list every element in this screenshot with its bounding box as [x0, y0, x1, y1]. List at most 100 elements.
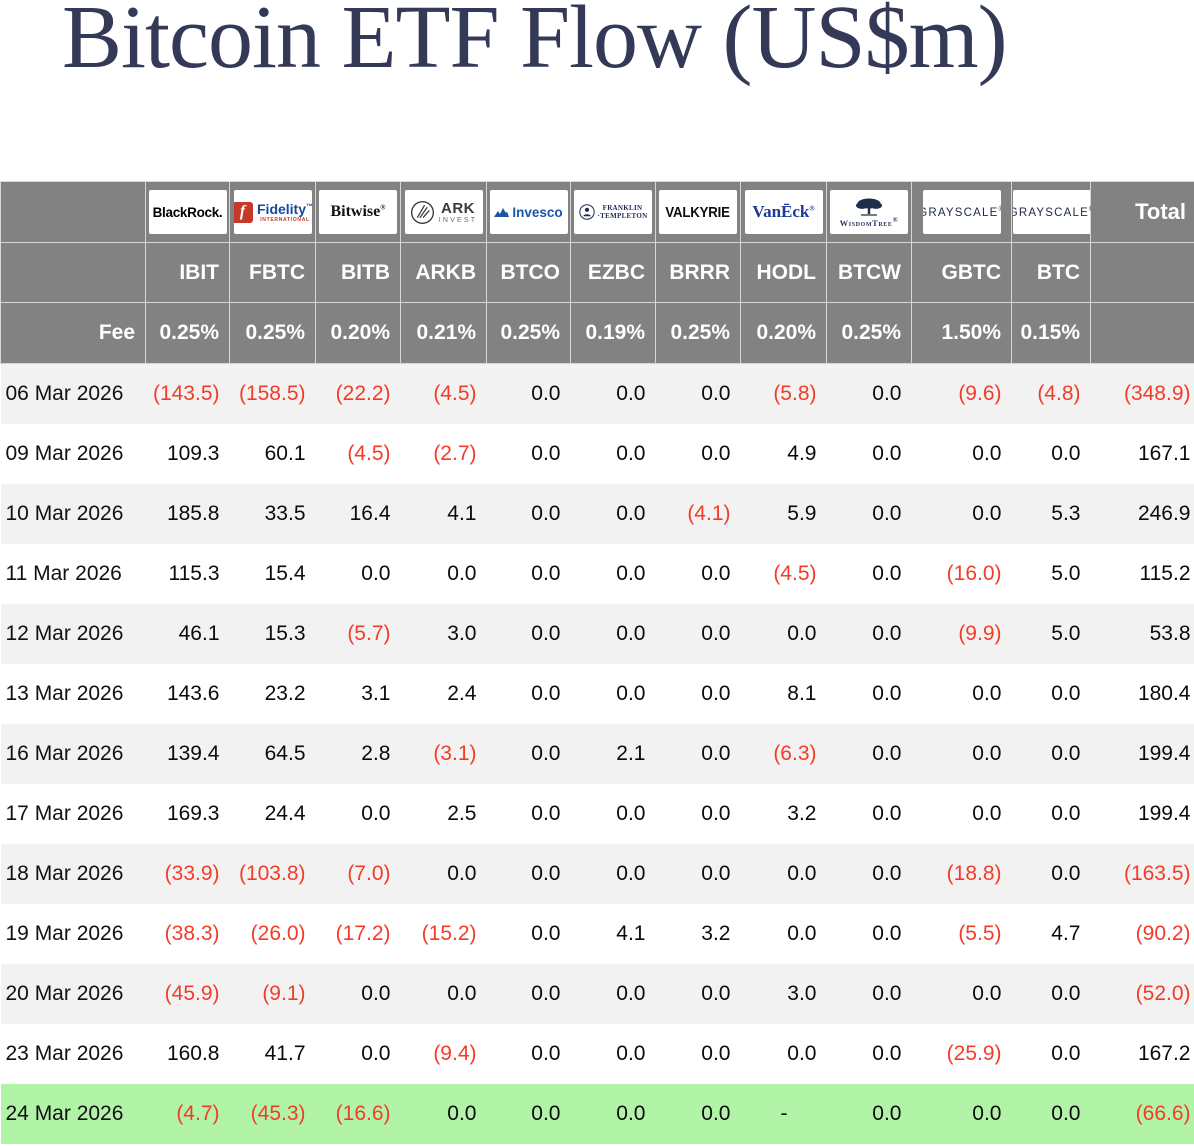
flow-value-cell: 0.0 [447, 981, 477, 1005]
wisdomtree-logo-cell: WisdomTree® [826, 181, 912, 243]
table-row: 19 Mar 2026 (38.3) (26.0) (17.2) (15.2) 0.0 4.… [1, 904, 1194, 964]
flow-value-cell: 0.0 [972, 681, 1002, 705]
flow-value-cell: 0.0 [361, 1041, 391, 1065]
total-value-cell: 53.8 [1149, 621, 1191, 645]
total-value-cell: (90.2) [1135, 921, 1191, 945]
total-value-cell: 180.4 [1137, 681, 1191, 705]
flow-value-cell: 24.4 [264, 801, 306, 825]
flow-value-cell: 0.0 [701, 801, 731, 825]
ark-invest-logo-cell: ARK INVEST [400, 181, 487, 243]
flow-value-cell: 0.0 [531, 381, 561, 405]
flow-value-cell: (5.7) [347, 621, 391, 645]
franklin-templeton-wordmark: FRANKLIN ·TEMPLETON [597, 203, 648, 220]
flow-value-cell: 0.0 [1051, 1041, 1081, 1065]
flow-value-cell: 0.0 [361, 561, 391, 585]
table-row: 11 Mar 2026 115.3 15.4 0.0 0.0 0.0 0.0 0.0 (4.5)… [1, 544, 1194, 604]
flow-value-cell: 3.1 [361, 681, 391, 705]
ticker-bitb: BITB [315, 242, 401, 303]
total-value-cell: 167.2 [1137, 1041, 1191, 1065]
flow-value-cell: 0.0 [972, 981, 1002, 1005]
date-cell: 23 Mar 2026 [5, 1041, 124, 1065]
bitwise-logo-cell: Bitwise® [315, 181, 401, 243]
total-value-cell: 167.1 [1137, 441, 1191, 465]
flow-value-cell: 0.0 [701, 1041, 731, 1065]
total-value-cell: 199.4 [1137, 801, 1191, 825]
flow-value-cell: 0.0 [787, 621, 817, 645]
flow-value-cell: 0.0 [531, 921, 561, 945]
flow-value-cell: 0.0 [872, 921, 902, 945]
franklin-templeton-logo-cell: FRANKLIN ·TEMPLETON [570, 181, 656, 243]
flow-value-cell: 0.0 [1051, 801, 1081, 825]
total-value-cell: 115.2 [1139, 561, 1191, 585]
date-cell: 16 Mar 2026 [5, 741, 124, 765]
fee-fbtc: 0.25% [229, 302, 316, 364]
date-cell: 13 Mar 2026 [5, 681, 124, 705]
total-value-cell: (52.0) [1135, 981, 1191, 1005]
flow-value-cell: 4.7 [1051, 921, 1081, 945]
flow-value-cell: 0.0 [972, 741, 1002, 765]
flow-value-cell: 0.0 [872, 441, 902, 465]
flow-value-cell: 2.8 [361, 741, 391, 765]
flow-value-cell: (5.8) [773, 381, 817, 405]
date-cell: 12 Mar 2026 [5, 621, 124, 645]
blackrock-logo-cell: BlackRock. [145, 181, 230, 243]
fee-gbtc: 1.50% [911, 302, 1012, 364]
flow-value-cell: (3.1) [433, 741, 477, 765]
flow-value-cell: (143.5) [152, 381, 220, 405]
flow-value-cell: (4.7) [176, 1101, 220, 1125]
flow-value-cell: (6.3) [773, 741, 817, 765]
flow-value-cell: 0.0 [701, 981, 731, 1005]
ark-circle-icon [410, 200, 434, 224]
flow-value-cell: 0.0 [701, 1101, 731, 1125]
flow-value-cell: 0.0 [701, 381, 731, 405]
ticker-btc: BTC [1011, 242, 1091, 303]
corner-cell [0, 242, 146, 303]
flow-value-cell: 169.3 [166, 801, 220, 825]
flow-value-cell: 0.0 [1051, 441, 1081, 465]
ticker-arkb: ARKB [400, 242, 487, 303]
grayscale-wordmark: GRAYSCALE® [922, 206, 1001, 219]
flow-value-cell: 0.0 [701, 861, 731, 885]
flow-value-cell: 2.5 [447, 801, 477, 825]
fee-bitb: 0.20% [315, 302, 401, 364]
flow-value-cell: 0.0 [872, 561, 902, 585]
date-cell: 20 Mar 2026 [5, 981, 124, 1005]
franklin-templeton-logo: FRANKLIN ·TEMPLETON [574, 190, 652, 234]
flow-value-cell: 5.0 [1051, 561, 1081, 585]
flow-value-cell: 0.0 [1051, 981, 1081, 1005]
ticker-fbtc: FBTC [229, 242, 316, 303]
blackrock-wordmark: BlackRock. [152, 204, 223, 220]
flow-value-cell: (18.8) [946, 861, 1002, 885]
franklin-bust-icon [578, 204, 595, 220]
flow-value-cell: 0.0 [531, 1041, 561, 1065]
flow-value-cell: 109.3 [166, 441, 220, 465]
table-row: 24 Mar 2026 (4.7) (45.3) (16.6) 0.0 0.0 0.0 0.0… [0, 1083, 1194, 1144]
date-cell: 11 Mar 2026 [5, 561, 122, 585]
flow-value-cell: (15.2) [421, 921, 477, 945]
grayscale-logo-cell: GRAYSCALE® [1011, 181, 1091, 243]
flow-value-cell: (4.5) [347, 441, 391, 465]
table-body: 06 Mar 2026 (143.5) (158.5) (22.2) (4.5) 0.0 0… [0, 363, 1194, 1144]
flow-value-cell: 0.0 [701, 621, 731, 645]
flow-value-cell: 5.3 [1051, 501, 1081, 525]
flow-value-cell: 139.4 [166, 741, 220, 765]
flow-value-cell: 4.1 [616, 921, 646, 945]
fidelity-wordmark: Fidelity™ [257, 200, 312, 217]
wisdomtree-logo: WisdomTree® [830, 190, 908, 234]
table-row: 17 Mar 2026 169.3 24.4 0.0 2.5 0.0 0.0 0.0 3.2 0.… [1, 784, 1194, 844]
flow-value-cell: (4.8) [1037, 381, 1081, 405]
flow-value-cell: 0.0 [616, 381, 646, 405]
flow-value-cell: 0.0 [872, 621, 902, 645]
flow-value-cell: (158.5) [238, 381, 306, 405]
flow-value-cell: 3.2 [787, 801, 817, 825]
vaneck-logo: VanĒck® [744, 190, 823, 234]
flow-value-cell: 0.0 [872, 1101, 902, 1125]
date-cell: 24 Mar 2026 [5, 1101, 124, 1125]
flow-value-cell: (4.5) [433, 381, 477, 405]
logo-header-row: BlackRock. f Fidelity™ INTERNATIONAL Bitwise… [0, 181, 1194, 243]
flow-value-cell: 0.0 [616, 441, 646, 465]
vaneck-logo-cell: VanĒck® [740, 181, 827, 243]
flow-value-cell: 0.0 [531, 801, 561, 825]
vaneck-wordmark: VanĒck® [752, 202, 815, 221]
invesco-logo: Invesco [489, 190, 568, 234]
